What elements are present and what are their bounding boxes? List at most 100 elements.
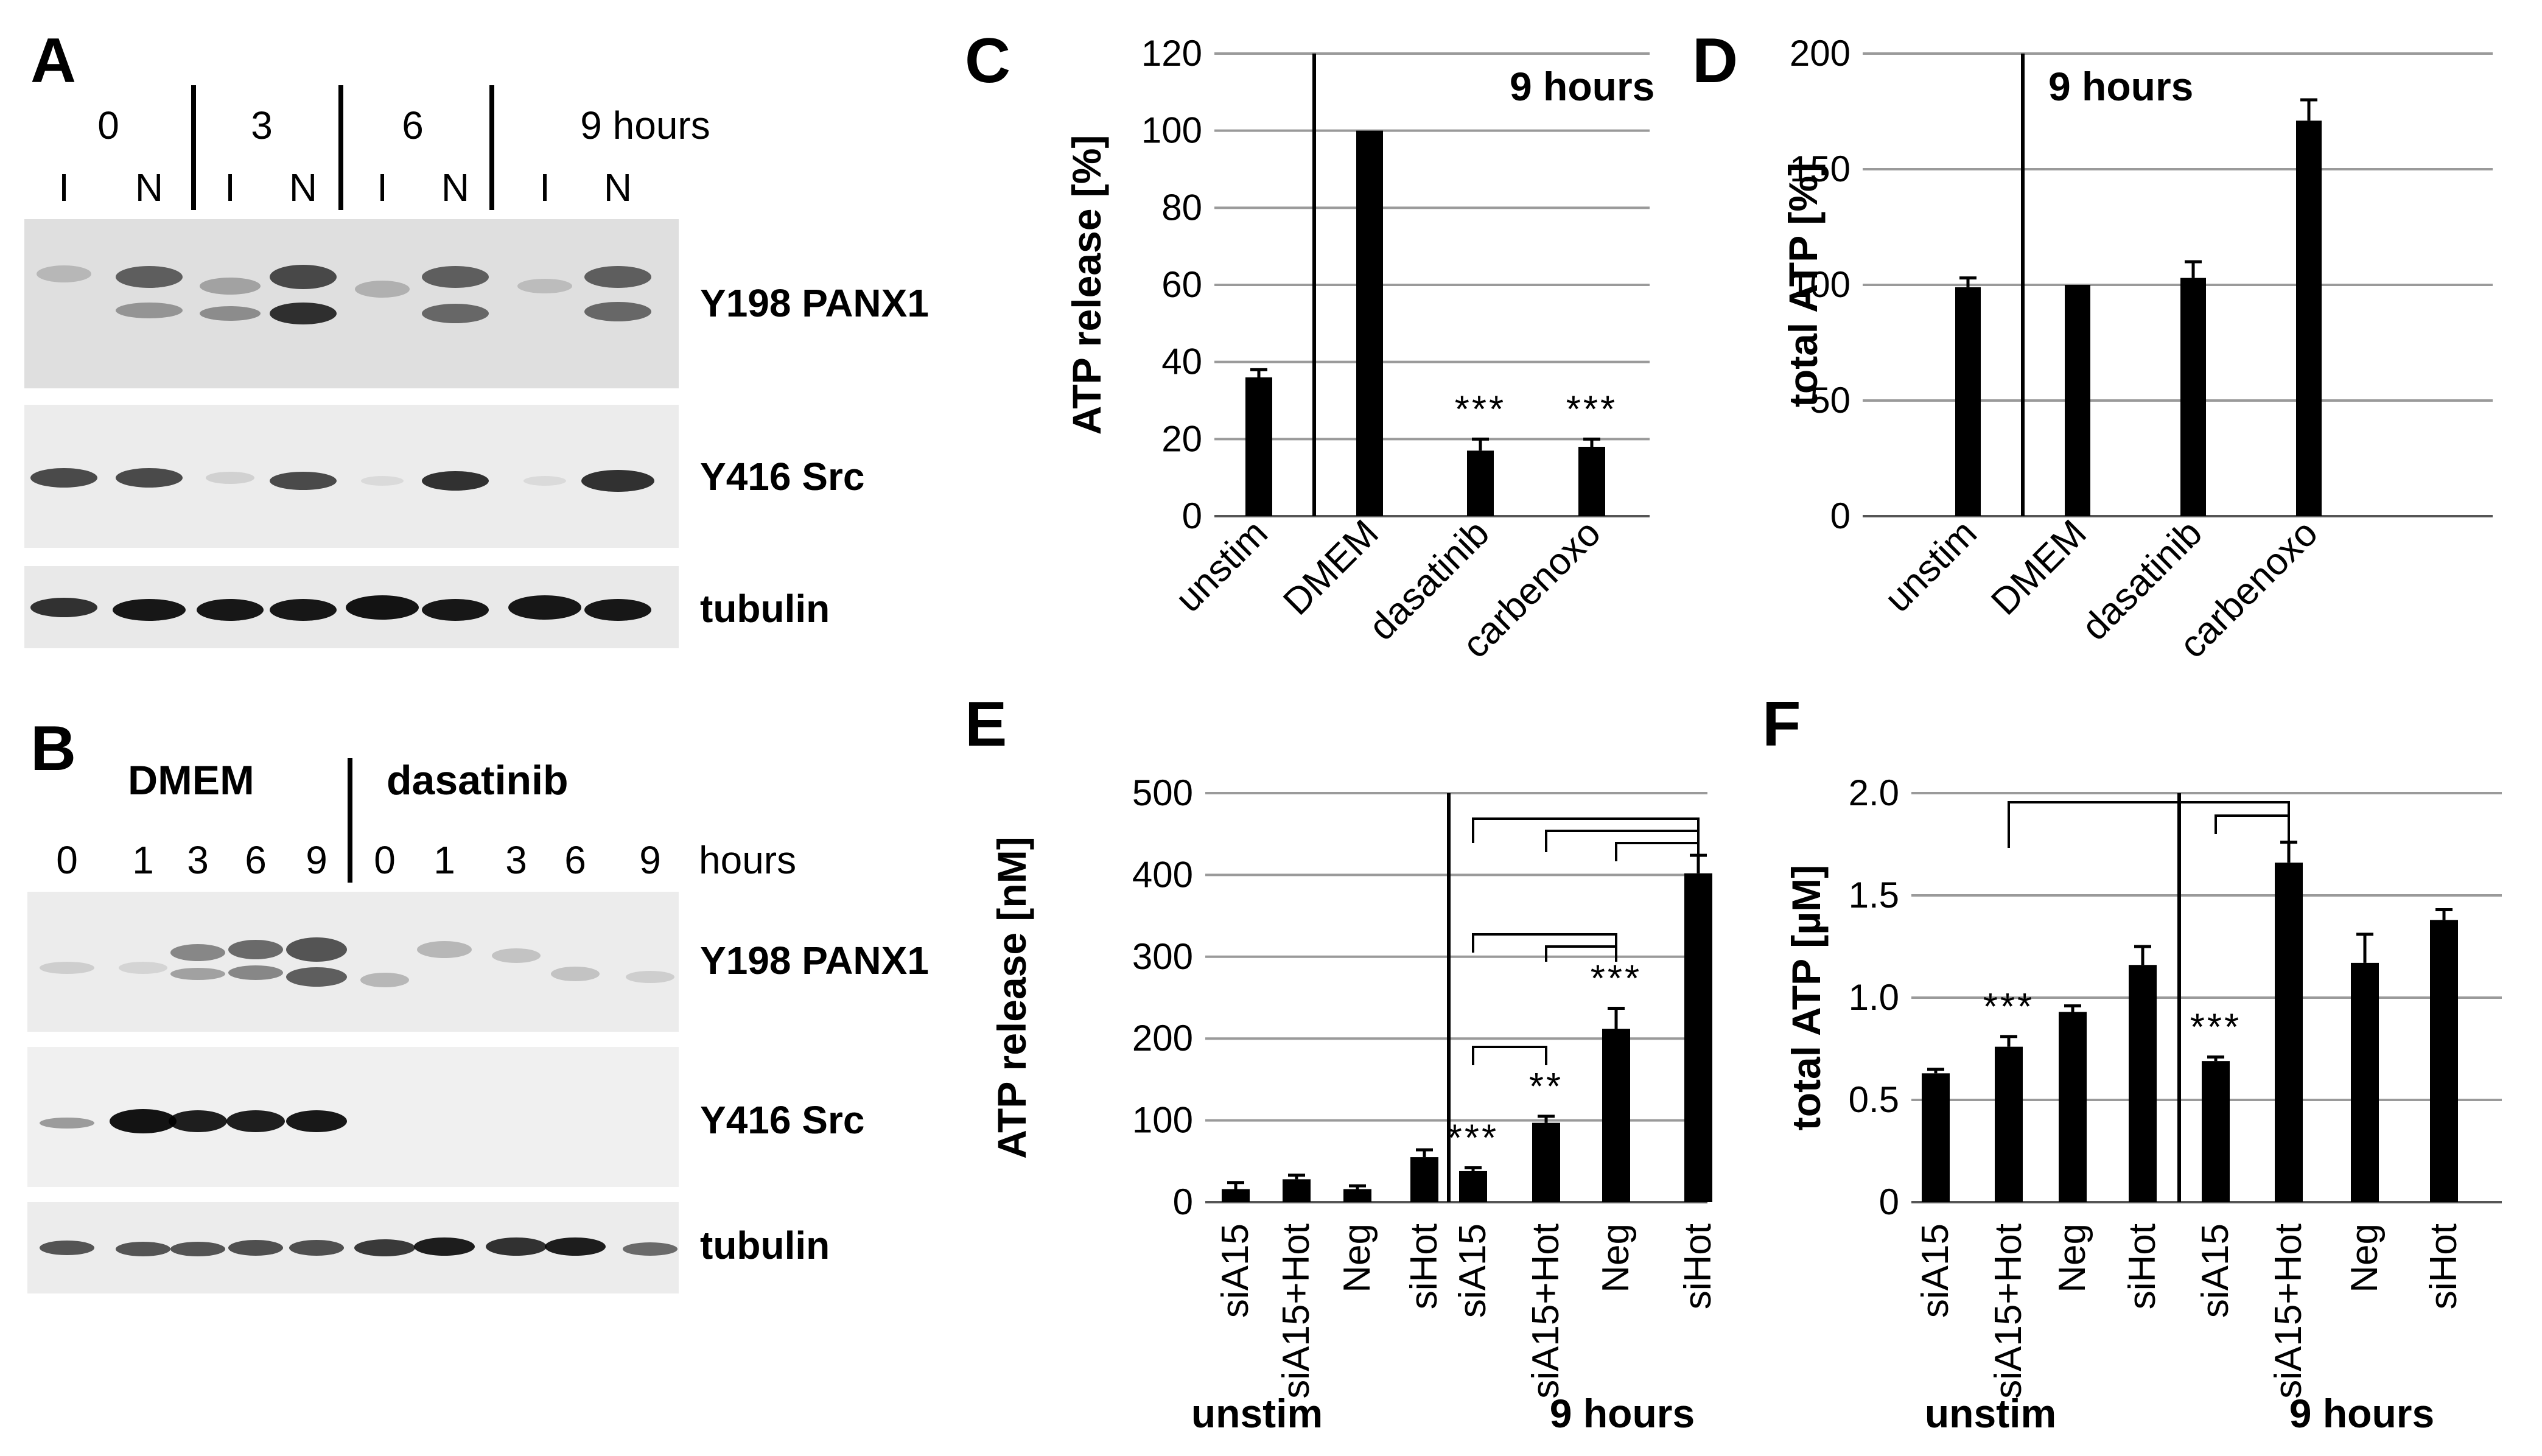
- y-tick-label: 200: [1132, 1018, 1193, 1059]
- category-label: unstim: [1877, 512, 1985, 620]
- panel-b-group-dmem: DMEM: [128, 757, 254, 803]
- y-tick-label: 1.0: [1849, 977, 1899, 1018]
- y-tick-label: 1.5: [1849, 875, 1899, 915]
- y-tick-label: 400: [1132, 854, 1193, 895]
- panel-a-lane-label: I: [58, 166, 69, 209]
- y-tick-label: 40: [1161, 341, 1202, 382]
- y-tick-label: 150: [1790, 149, 1850, 189]
- panel-b-western-blot: B DMEM dasatinib 0 1 3 6 9 0 1 3 6 9 hou…: [27, 713, 929, 1293]
- y-tick-label: 50: [1810, 380, 1850, 421]
- panel-d-letter: D: [1692, 26, 1738, 96]
- panel-a-lane-label: I: [225, 166, 236, 209]
- panel-f-letter: F: [1762, 689, 1801, 760]
- bar: [1578, 447, 1605, 516]
- category-label: siA15+Hot: [1275, 1223, 1317, 1399]
- panel-a-blot-label: tubulin: [700, 587, 830, 631]
- category-label: Neg: [1595, 1223, 1637, 1293]
- panel-a-blot-y198-panx1: Y198 PANX1: [24, 219, 929, 388]
- bar: [1343, 1189, 1371, 1202]
- bar: [2296, 121, 2322, 516]
- group-label: unstim: [1925, 1391, 2056, 1436]
- y-tick-label: 100: [1790, 264, 1850, 305]
- panel-a-lane-label: I: [539, 166, 550, 209]
- significance-marker: ***: [2190, 1006, 2241, 1048]
- significance-bracket: [1615, 842, 1700, 861]
- y-tick-label: 100: [1141, 110, 1202, 151]
- panel-b-time: 6: [245, 838, 267, 882]
- panel-a-lane-label: I: [377, 166, 388, 209]
- category-label: Neg: [1336, 1223, 1378, 1293]
- y-tick-label: 300: [1132, 936, 1193, 977]
- significance-bracket: [1472, 1046, 1547, 1065]
- category-label: siA15+Hot: [1987, 1223, 2029, 1399]
- significance-marker: ***: [1455, 388, 1506, 430]
- panel-b-time: 9: [306, 838, 327, 882]
- category-label: Neg: [2051, 1223, 2093, 1293]
- significance-marker: ***: [1566, 388, 1617, 430]
- bar: [1356, 130, 1383, 516]
- y-tick-label: 0: [1173, 1181, 1193, 1222]
- category-label: siA15+Hot: [2267, 1223, 2309, 1399]
- category-label: siHot: [1677, 1223, 1719, 1309]
- y-tick-label: 120: [1141, 33, 1202, 74]
- significance-bracket: [1545, 830, 1700, 852]
- bar: [1245, 377, 1272, 516]
- y-tick-label: 0: [1879, 1181, 1899, 1222]
- significance-marker: **: [1529, 1066, 1563, 1108]
- y-tick-label: 80: [1161, 187, 1202, 228]
- panel-b-time: 1: [132, 838, 154, 882]
- panel-a-blot-tubulin: tubulin: [24, 566, 830, 648]
- y-tick-label: 0: [1182, 495, 1202, 536]
- significance-marker: ***: [1591, 957, 1642, 999]
- panel-a-lane-label: N: [135, 166, 163, 209]
- panel-a-lane-label: N: [289, 166, 317, 209]
- bar: [1459, 1171, 1487, 1202]
- panel-c-letter: C: [965, 26, 1010, 96]
- significance-bracket: [2008, 801, 2290, 848]
- bar: [2202, 1061, 2230, 1202]
- significance-bracket: [1472, 933, 1617, 953]
- bar: [1283, 1179, 1311, 1202]
- panel-b-blot-label: Y198 PANX1: [700, 939, 929, 982]
- bar: [2351, 962, 2379, 1202]
- bar: [2275, 863, 2303, 1202]
- significance-marker: ***: [1983, 986, 2034, 1028]
- y-tick-label: 200: [1790, 33, 1850, 74]
- y-tick-label: 0: [1830, 495, 1850, 536]
- group-label: 9 hours: [2289, 1391, 2434, 1436]
- panel-d-chart: D 0 50 100 150 200 total ATP [%] 9 hours unstimD…: [1692, 26, 2493, 667]
- bar: [1602, 1029, 1630, 1202]
- panel-b-letter: B: [30, 713, 76, 784]
- bar: [1532, 1122, 1560, 1202]
- panel-b-time-unit: hours: [699, 838, 796, 882]
- category-label: DMEM: [1983, 512, 2095, 623]
- bar: [1467, 450, 1494, 516]
- panel-b-time: 1: [433, 838, 455, 882]
- y-axis-title: ATP release [nM]: [989, 836, 1034, 1158]
- y-tick-label: 60: [1161, 264, 1202, 305]
- group-label: unstim: [1191, 1391, 1323, 1436]
- panel-b-time: 3: [505, 838, 527, 882]
- significance-bracket: [1545, 945, 1617, 962]
- panel-a-lane-label: N: [441, 166, 469, 209]
- panel-b-time: 3: [187, 838, 209, 882]
- y-tick-label: 20: [1161, 418, 1202, 459]
- panel-b-time: 0: [56, 838, 78, 882]
- y-tick-label: 500: [1132, 772, 1193, 813]
- panel-a-blot-label: Y416 Src: [700, 455, 864, 499]
- chart-title: 9 hours: [1510, 64, 1654, 109]
- panel-e-letter: E: [965, 689, 1007, 760]
- bar: [1995, 1046, 2023, 1202]
- significance-marker: ***: [1448, 1118, 1499, 1160]
- y-axis-title: total ATP [%]: [1780, 163, 1826, 407]
- panel-b-blot-y416-src: Y416 Src: [27, 1047, 864, 1187]
- panel-a-western-blot: A 0 3 6 9 hours I N I N I N I N: [24, 26, 929, 648]
- panel-a-time-6: 6: [402, 103, 424, 147]
- panel-a-blot-y416-src: Y416 Src: [24, 405, 864, 548]
- panel-a-time-3: 3: [251, 103, 273, 147]
- panel-b-time: 6: [564, 838, 586, 882]
- panel-a-time-9-hours: 9 hours: [580, 103, 710, 147]
- category-label: siHot: [2121, 1223, 2163, 1309]
